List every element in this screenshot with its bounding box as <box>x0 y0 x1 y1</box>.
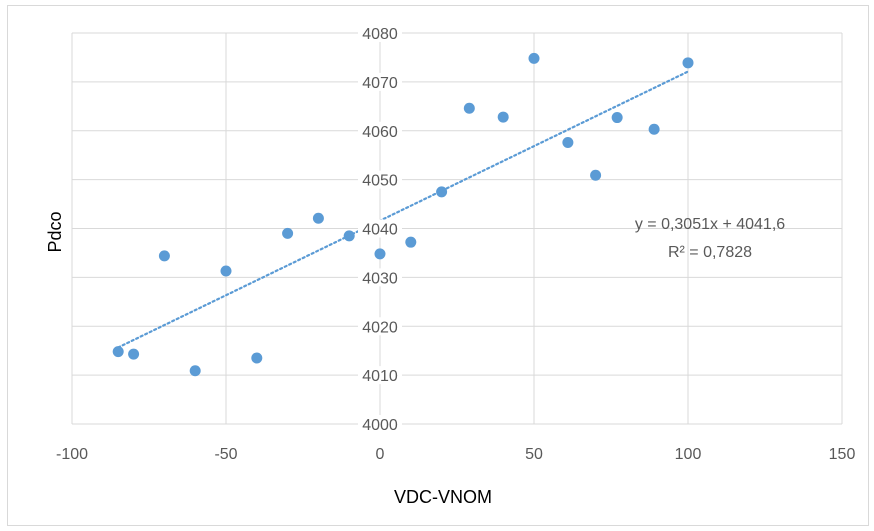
data-point-10 <box>405 236 417 248</box>
data-point-14 <box>528 52 540 64</box>
data-point-15 <box>562 136 574 148</box>
data-point-0 <box>112 346 124 358</box>
data-point-18 <box>648 123 660 135</box>
y-tick-label-8: 4080 <box>362 26 398 43</box>
y-tick-bg-6 <box>358 121 402 140</box>
x-tick-label-4: 100 <box>675 446 702 463</box>
y-tick-bg-8 <box>358 24 402 42</box>
y-tick-label-2: 4020 <box>362 319 398 336</box>
y-tick-label-5: 4050 <box>362 173 398 190</box>
data-point-8 <box>343 230 355 242</box>
trendline <box>117 70 690 349</box>
y-tick-label-1: 4010 <box>362 368 398 385</box>
x-tick-label-1: -50 <box>214 446 237 463</box>
data-points <box>112 52 694 377</box>
data-point-12 <box>463 102 475 114</box>
data-point-16 <box>590 169 602 181</box>
data-point-1 <box>128 348 140 360</box>
x-axis-title: VDC-VNOM <box>394 487 492 507</box>
y-tick-label-0: 4000 <box>362 417 398 434</box>
data-point-13 <box>497 111 509 123</box>
trendline-equation: y = 0,3051x + 4041,6 <box>635 216 785 233</box>
y-tick-label-7: 4070 <box>362 75 398 92</box>
y-tick-label-3: 4030 <box>362 270 398 287</box>
x-tick-label-3: 50 <box>525 446 543 463</box>
data-point-4 <box>220 265 232 277</box>
y-tick-label-4: 4040 <box>362 222 398 239</box>
data-point-19 <box>682 57 694 69</box>
gridlines <box>71 32 843 425</box>
data-point-6 <box>282 227 294 239</box>
y-tick-bg-1 <box>358 366 402 385</box>
data-point-11 <box>436 186 448 198</box>
y-tick-bg-5 <box>358 170 402 189</box>
data-point-7 <box>312 212 324 224</box>
y-tick-labels: 4000 4010 4020 4030 4040 4050 4060 4070 4080 <box>358 24 402 434</box>
trendline-group <box>117 70 690 349</box>
r-squared-label: R² = 0,7828 <box>668 244 752 261</box>
data-point-2 <box>158 250 170 262</box>
chart-frame <box>7 5 869 526</box>
y-tick-bg-0 <box>358 415 402 433</box>
data-point-3 <box>189 365 201 377</box>
y-tick-bg-7 <box>358 72 402 91</box>
x-tick-label-5: 150 <box>829 446 856 463</box>
x-tick-label-0: -100 <box>56 446 88 463</box>
data-point-17 <box>611 112 623 124</box>
y-tick-label-6: 4060 <box>362 124 398 141</box>
y-tick-bg-4 <box>358 219 402 238</box>
data-point-9 <box>374 248 386 260</box>
y-axis-title: Pdco <box>45 211 65 252</box>
y-tick-bg-2 <box>358 317 402 336</box>
data-point-5 <box>251 352 263 364</box>
y-tick-bg-3 <box>358 268 402 287</box>
x-tick-label-2: 0 <box>376 446 385 463</box>
x-tick-labels: -100 -50 0 50 100 150 <box>56 446 855 463</box>
